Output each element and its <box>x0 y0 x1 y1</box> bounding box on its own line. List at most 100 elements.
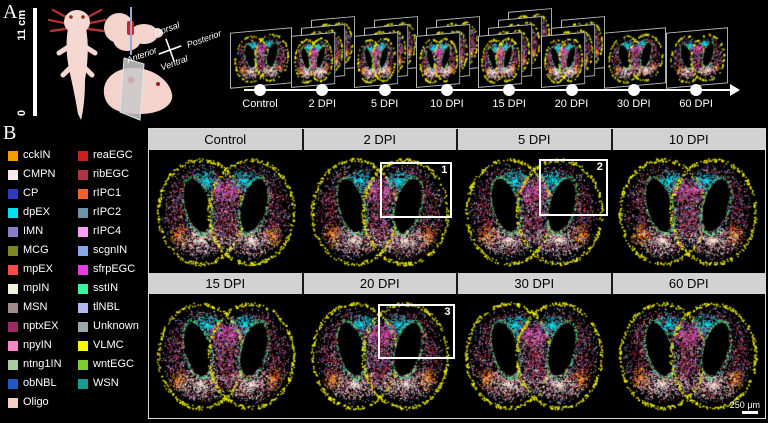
legend-item-sstin: sstIN <box>78 283 139 294</box>
region-number: 3 <box>444 305 451 318</box>
legend-label: reaEGC <box>93 149 133 161</box>
legend-label: VLMC <box>93 339 124 351</box>
section-slice-image <box>541 33 584 87</box>
section-image <box>611 150 764 273</box>
magnified-region-box-1: 1 <box>380 162 453 218</box>
legend-swatch <box>8 283 18 294</box>
section-grid: Control 2 DPI 5 DPI 10 DPI 1 2 15 DPI 20 DPI 30 … <box>148 128 766 419</box>
panel-header-60-dpi: 60 DPI <box>668 276 709 291</box>
legend-swatch <box>8 340 18 351</box>
panel-header-5-dpi: 5 DPI <box>458 129 613 150</box>
section-image <box>611 294 764 417</box>
section-slice <box>540 32 585 88</box>
legend-label: sstIN <box>93 282 119 294</box>
legend-swatch <box>8 188 18 199</box>
legend-label: Oligo <box>23 396 49 408</box>
timeline-label: 2 DPI <box>308 98 337 110</box>
legend-item-mpex: mpEX <box>8 264 62 275</box>
section-panel-15-dpi <box>149 294 303 417</box>
scale-bar-line <box>742 411 758 414</box>
section-panel-2-dpi: 1 <box>303 150 457 273</box>
legend-swatch <box>8 359 18 370</box>
legend-label: scgnIN <box>93 244 128 256</box>
legend-swatch <box>8 397 18 408</box>
legend-swatch <box>78 340 88 351</box>
section-stack-60-dpi <box>661 0 731 89</box>
legend-item-ribegc: ribEGC <box>78 169 139 180</box>
legend-label: MCG <box>23 244 49 256</box>
legend-label: sfrpEGC <box>93 263 136 275</box>
panel-a-label: A <box>3 1 18 23</box>
brain-side-view <box>103 57 173 121</box>
scale-bar-label: 250 μm <box>729 400 760 410</box>
section-panel-5-dpi: 2 <box>457 150 611 273</box>
ruler-bar <box>33 8 37 116</box>
legend-item-msn: MSN <box>8 302 62 313</box>
section-slice <box>353 32 398 88</box>
legend-label: obNBL <box>23 377 57 389</box>
scale-bar: 250 μm <box>730 400 760 414</box>
legend-item-oligo: Oligo <box>8 397 62 408</box>
legend-item-cmpn: CMPN <box>8 169 62 180</box>
legend-item-obnbl: obNBL <box>8 378 62 389</box>
legend-label: ntng1IN <box>23 358 62 370</box>
legend-item-dpex: dpEX <box>8 207 62 218</box>
section-stack-30-dpi <box>599 0 669 89</box>
section-image <box>303 150 456 273</box>
legend-label: CP <box>23 187 39 199</box>
panel-a: A 11 cm 0 <box>0 0 768 127</box>
legend-item-cckin: cckIN <box>8 150 62 161</box>
panel-header-10-dpi: 10 DPI <box>668 132 709 147</box>
section-slice-image <box>416 33 459 87</box>
legend-label: WSN <box>93 377 119 389</box>
panel-header-30-dpi: 30 DPI <box>458 273 613 294</box>
legend-swatch <box>78 245 88 256</box>
timeline-dot <box>503 84 516 96</box>
timeline-axis <box>244 89 730 91</box>
legend-label: wntEGC <box>93 358 134 370</box>
legend-label: rIPC4 <box>93 225 122 237</box>
timeline: Control 2 DPI 5 DPI 10 DPI 15 DPI 20 DPI 30 DP… <box>0 0 768 127</box>
timeline-dot <box>627 84 640 96</box>
legend-swatch <box>78 150 88 161</box>
legend-label: CMPN <box>23 168 56 180</box>
legend-swatch <box>8 150 18 161</box>
legend-swatch <box>8 264 18 275</box>
legend-item-npyin: npyIN <box>8 340 62 351</box>
section-slice-image <box>604 28 665 88</box>
section-slice-image <box>354 33 397 87</box>
legend-swatch <box>78 188 88 199</box>
timeline-dot <box>690 84 703 96</box>
legend-label: nptxEX <box>23 320 59 332</box>
section-slice <box>415 32 460 88</box>
timeline-label: Control <box>242 98 278 110</box>
section-stack-10-dpi <box>412 0 482 88</box>
region-number: 1 <box>441 164 448 177</box>
section-image <box>149 294 302 417</box>
compass-cross-icon <box>158 38 182 62</box>
section-slice <box>291 32 336 88</box>
legend-swatch <box>78 359 88 370</box>
legend-swatch <box>8 245 18 256</box>
magnified-region-box-2: 2 <box>538 158 608 217</box>
timeline-dot <box>254 84 266 96</box>
legend-label: IMN <box>23 225 44 237</box>
section-slice-image <box>231 28 291 88</box>
legend-item-ntng1in: ntng1IN <box>8 359 62 370</box>
section-panel-10-dpi <box>611 150 765 273</box>
timeline-label: 60 DPI <box>679 98 713 110</box>
legend-swatch <box>78 226 88 237</box>
section-panel-30-dpi <box>457 294 611 417</box>
legend-label: dpEX <box>23 206 50 218</box>
section-stack-5-dpi <box>350 0 420 88</box>
legend-item-reaegc: reaEGC <box>78 150 139 161</box>
timeline-label: 10 DPI <box>430 98 464 110</box>
legend-swatch <box>78 302 88 313</box>
legend-item-wsn: WSN <box>78 378 139 389</box>
legend-swatch <box>8 169 18 180</box>
section-image <box>457 150 610 273</box>
section-image <box>457 294 610 417</box>
section-slice-image <box>667 28 728 88</box>
legend-item-imn: IMN <box>8 226 62 237</box>
